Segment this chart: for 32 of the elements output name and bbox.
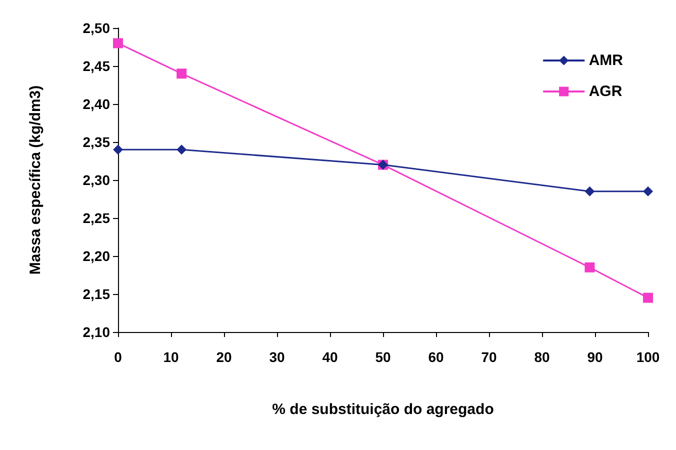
legend-label: AGR — [588, 83, 622, 100]
y-tick-label: 2,20 — [82, 248, 110, 264]
y-tick-label: 2,40 — [82, 96, 110, 112]
x-tick-label: 60 — [428, 349, 444, 365]
x-tick-label: 80 — [534, 349, 550, 365]
point — [176, 144, 187, 155]
legend-label: AMR — [588, 52, 624, 69]
point — [643, 292, 653, 303]
x-tick-label: 40 — [322, 349, 338, 365]
point — [176, 68, 187, 79]
x-axis-title: % de substituição do agregado — [272, 401, 494, 418]
y-tick-label: 2,30 — [82, 172, 110, 188]
y-tick-label: 2,15 — [82, 286, 110, 302]
y-tick-label: 2,25 — [82, 210, 110, 226]
x-tick-label: 70 — [481, 349, 497, 365]
point — [643, 186, 653, 196]
x-tick-label: 0 — [114, 349, 122, 365]
x-tick-label: 100 — [636, 349, 660, 365]
point — [584, 262, 595, 272]
x-tick-label: 90 — [587, 349, 603, 365]
point — [113, 38, 123, 48]
x-tick-label: 50 — [375, 349, 391, 365]
y-axis-title: Massa específica (kg/dm3) — [27, 85, 44, 275]
y-tick-label: 2,35 — [82, 134, 110, 150]
x-tick-label: 30 — [269, 349, 285, 365]
y-tick-label: 2,10 — [82, 324, 110, 340]
point — [113, 144, 123, 155]
x-tick-label: 20 — [216, 349, 232, 365]
x-tick-label: 10 — [163, 349, 179, 365]
y-tick-label: 2,45 — [82, 58, 110, 74]
point — [584, 186, 595, 196]
y-tick-label: 2,50 — [82, 20, 110, 36]
